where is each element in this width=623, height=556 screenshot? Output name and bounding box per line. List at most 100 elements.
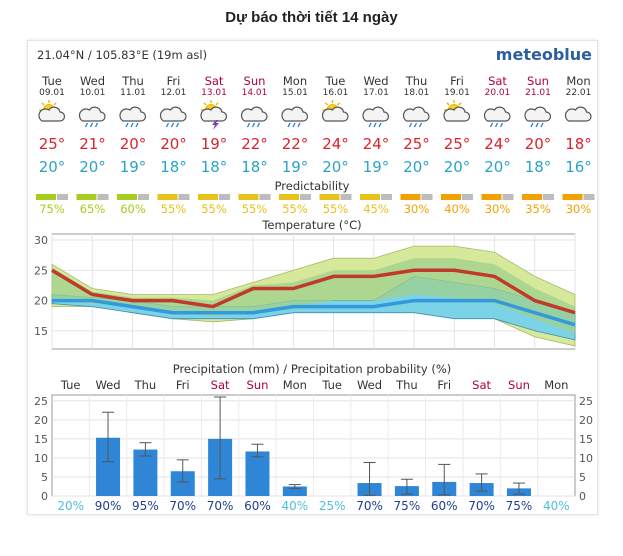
day-name: Sat (488, 74, 507, 88)
weather-widget: 21.04°N / 105.83°E (19m asl) meteoblue T… (27, 40, 598, 515)
predictability-bar (360, 194, 380, 200)
cloud-rain-icon (362, 106, 390, 128)
max-temp: 24° (484, 135, 511, 153)
day-date: 19.01 (444, 88, 470, 98)
precipitation-bar (282, 486, 307, 496)
max-temp: 24° (322, 135, 349, 153)
precipitation-x-tick: Mon (544, 378, 568, 392)
min-temp: 20° (39, 158, 66, 176)
precipitation-x-tick: Sat (211, 378, 230, 392)
cloud-rain-icon (281, 106, 309, 128)
predictability-bar (400, 194, 421, 200)
max-temp: 25° (39, 135, 66, 153)
predictability-bar-rest (543, 194, 554, 200)
predictability-bar-rest (502, 194, 514, 200)
min-temp: 19° (282, 158, 309, 176)
precipitation-x-tick: Wed (357, 378, 382, 392)
predictability-bar-rest (138, 194, 149, 200)
precipitation-probability: 60% (244, 499, 271, 513)
predictability-bar (441, 194, 461, 200)
predictability-bar-rest (462, 194, 473, 200)
precipitation-y-tick-left: 25 (34, 395, 48, 408)
predictability-value: 35% (525, 202, 551, 216)
predictability-bar (76, 194, 97, 200)
predictability-bar-rest (97, 194, 109, 200)
sun-cloud-storm-icon (200, 100, 228, 130)
location-label: 21.04°N / 105.83°E (19m asl) (37, 48, 207, 62)
temperature-y-tick: 20 (34, 295, 48, 308)
min-temp: 18° (241, 158, 268, 176)
min-temp: 19° (363, 158, 390, 176)
day-name: Tue (325, 74, 346, 88)
precipitation-y-tick-left: 20 (34, 414, 48, 427)
temperature-max-line (51, 268, 576, 315)
min-temp: 18° (525, 158, 552, 176)
predictability-value: 55% (242, 202, 268, 216)
precipitation-x-tick: Sun (247, 378, 269, 392)
precipitation-probability: 95% (132, 499, 159, 513)
cloud-rain-icon (119, 106, 147, 128)
predictability-bar (562, 194, 583, 200)
precipitation-probability: 70% (169, 499, 196, 513)
day-name: Thu (121, 74, 144, 88)
predictability-bar (522, 194, 542, 200)
precipitation-x-tick: Thu (395, 378, 418, 392)
predictability-bar (319, 194, 340, 200)
day-date: 14.01 (242, 88, 268, 98)
predictability-bar (198, 194, 218, 200)
predictability-bar-rest (219, 194, 230, 200)
precipitation-y-tick-right: 5 (579, 471, 586, 484)
predictability-bar-rest (583, 194, 595, 200)
min-temp: 20° (484, 158, 511, 176)
temperature-y-tick: 15 (34, 325, 48, 338)
predictability-value: 55% (161, 202, 187, 216)
precipitation-x-tick: Mon (283, 378, 307, 392)
precipitation-probability: 70% (207, 499, 234, 513)
predictability-bar (481, 194, 502, 200)
max-temp: 25° (444, 135, 471, 153)
precipitation-x-tick: Tue (60, 378, 81, 392)
predictability-bar-rest (340, 194, 352, 200)
predictability-title: Predictability (275, 179, 350, 193)
precipitation-probability: 25% (319, 499, 346, 513)
precipitation-y-tick-right: 0 (579, 490, 586, 503)
brand-logo[interactable]: meteoblue (496, 45, 592, 64)
max-temp: 20° (120, 135, 147, 153)
precipitation-probability: 40% (281, 499, 308, 513)
predictability-bar-rest (57, 194, 68, 200)
day-date: 10.01 (80, 88, 106, 98)
temperature-chart: 15 20 25 30 (34, 233, 576, 350)
min-temp: 18° (160, 158, 187, 176)
max-temp: 20° (160, 135, 187, 153)
precipitation-probability: 70% (468, 499, 495, 513)
predictability-value: 30% (566, 202, 592, 216)
predictability-bar-rest (178, 194, 190, 200)
day-date: 15.01 (282, 88, 308, 98)
meteogram-svg: 21.04°N / 105.83°E (19m asl) meteoblue T… (34, 45, 595, 513)
precipitation-y-tick-right: 20 (579, 414, 593, 427)
precipitation-probability: 60% (431, 499, 458, 513)
precipitation-y-tick-right: 15 (579, 433, 593, 446)
day-date: 16.01 (323, 88, 349, 98)
predictability-bar (238, 194, 259, 200)
day-name: Mon (283, 74, 307, 88)
precipitation-x-tick: Fri (437, 378, 451, 392)
cloud-rain-icon (159, 106, 187, 128)
max-temp: 19° (201, 135, 228, 153)
temperature-min-line (52, 298, 576, 327)
predictability-bar-rest (300, 194, 311, 200)
sun-cloud-icon (38, 100, 66, 122)
temperature-y-tick: 30 (34, 234, 48, 247)
min-temp: 20° (79, 158, 106, 176)
min-temp: 20° (444, 158, 471, 176)
cloud-icon (564, 106, 592, 122)
precipitation-y-tick-left: 5 (41, 471, 48, 484)
day-name: Sun (527, 74, 549, 88)
